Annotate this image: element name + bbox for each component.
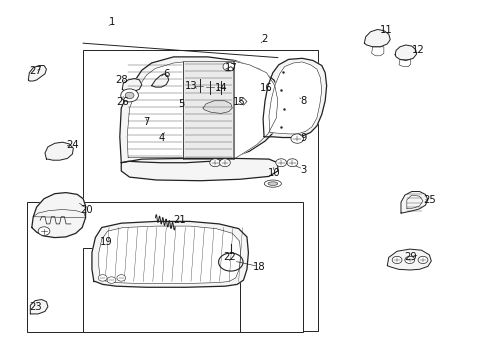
Polygon shape xyxy=(92,221,248,287)
Polygon shape xyxy=(386,249,430,270)
Circle shape xyxy=(125,92,134,99)
Polygon shape xyxy=(122,78,142,92)
Polygon shape xyxy=(263,58,326,138)
Text: 17: 17 xyxy=(224,63,237,73)
Text: 25: 25 xyxy=(422,195,435,205)
Circle shape xyxy=(391,256,401,264)
Text: 20: 20 xyxy=(81,204,93,215)
Text: 27: 27 xyxy=(29,66,41,76)
Text: 9: 9 xyxy=(299,132,306,143)
Polygon shape xyxy=(121,158,277,181)
Polygon shape xyxy=(127,62,183,158)
Text: 14: 14 xyxy=(215,83,227,93)
Ellipse shape xyxy=(264,180,281,187)
Polygon shape xyxy=(30,300,48,314)
Text: 21: 21 xyxy=(173,215,186,225)
Text: 4: 4 xyxy=(158,132,164,143)
Bar xyxy=(27,202,303,332)
Bar xyxy=(83,50,317,331)
Text: 5: 5 xyxy=(177,99,184,109)
Text: 7: 7 xyxy=(143,117,150,127)
Polygon shape xyxy=(151,74,168,87)
Text: 12: 12 xyxy=(411,45,424,55)
Polygon shape xyxy=(364,30,389,47)
Circle shape xyxy=(117,275,125,281)
Polygon shape xyxy=(183,61,233,159)
Polygon shape xyxy=(233,61,277,159)
Circle shape xyxy=(290,134,303,143)
Polygon shape xyxy=(45,142,73,160)
Text: 11: 11 xyxy=(379,25,392,35)
Circle shape xyxy=(219,159,230,167)
Text: 8: 8 xyxy=(300,96,305,106)
Text: 22: 22 xyxy=(223,252,236,262)
Polygon shape xyxy=(32,193,85,238)
Polygon shape xyxy=(120,57,282,163)
Text: 23: 23 xyxy=(29,302,41,312)
Text: 1: 1 xyxy=(109,17,116,27)
Text: 19: 19 xyxy=(100,237,113,247)
Polygon shape xyxy=(394,45,416,60)
Polygon shape xyxy=(203,101,232,113)
Circle shape xyxy=(417,256,427,264)
Circle shape xyxy=(404,256,414,264)
Circle shape xyxy=(98,275,107,281)
Text: 28: 28 xyxy=(115,75,127,85)
Text: 16: 16 xyxy=(260,83,272,93)
Text: 24: 24 xyxy=(66,140,79,150)
Text: 29: 29 xyxy=(404,252,416,262)
Circle shape xyxy=(275,159,286,167)
Polygon shape xyxy=(268,62,321,134)
Circle shape xyxy=(209,159,220,167)
Text: 3: 3 xyxy=(300,165,305,175)
Circle shape xyxy=(121,89,138,102)
Polygon shape xyxy=(99,226,240,284)
Circle shape xyxy=(286,159,297,167)
Text: 18: 18 xyxy=(252,262,265,272)
Circle shape xyxy=(107,277,116,283)
Text: 15: 15 xyxy=(233,96,245,107)
Text: 13: 13 xyxy=(184,81,197,91)
Ellipse shape xyxy=(267,182,277,185)
Text: 26: 26 xyxy=(116,96,128,107)
Polygon shape xyxy=(28,66,46,81)
Polygon shape xyxy=(400,192,427,213)
Text: 6: 6 xyxy=(163,69,169,79)
Circle shape xyxy=(223,62,234,71)
Text: 2: 2 xyxy=(260,33,267,44)
Bar xyxy=(83,248,239,332)
Circle shape xyxy=(38,227,50,235)
Text: 10: 10 xyxy=(267,168,280,178)
